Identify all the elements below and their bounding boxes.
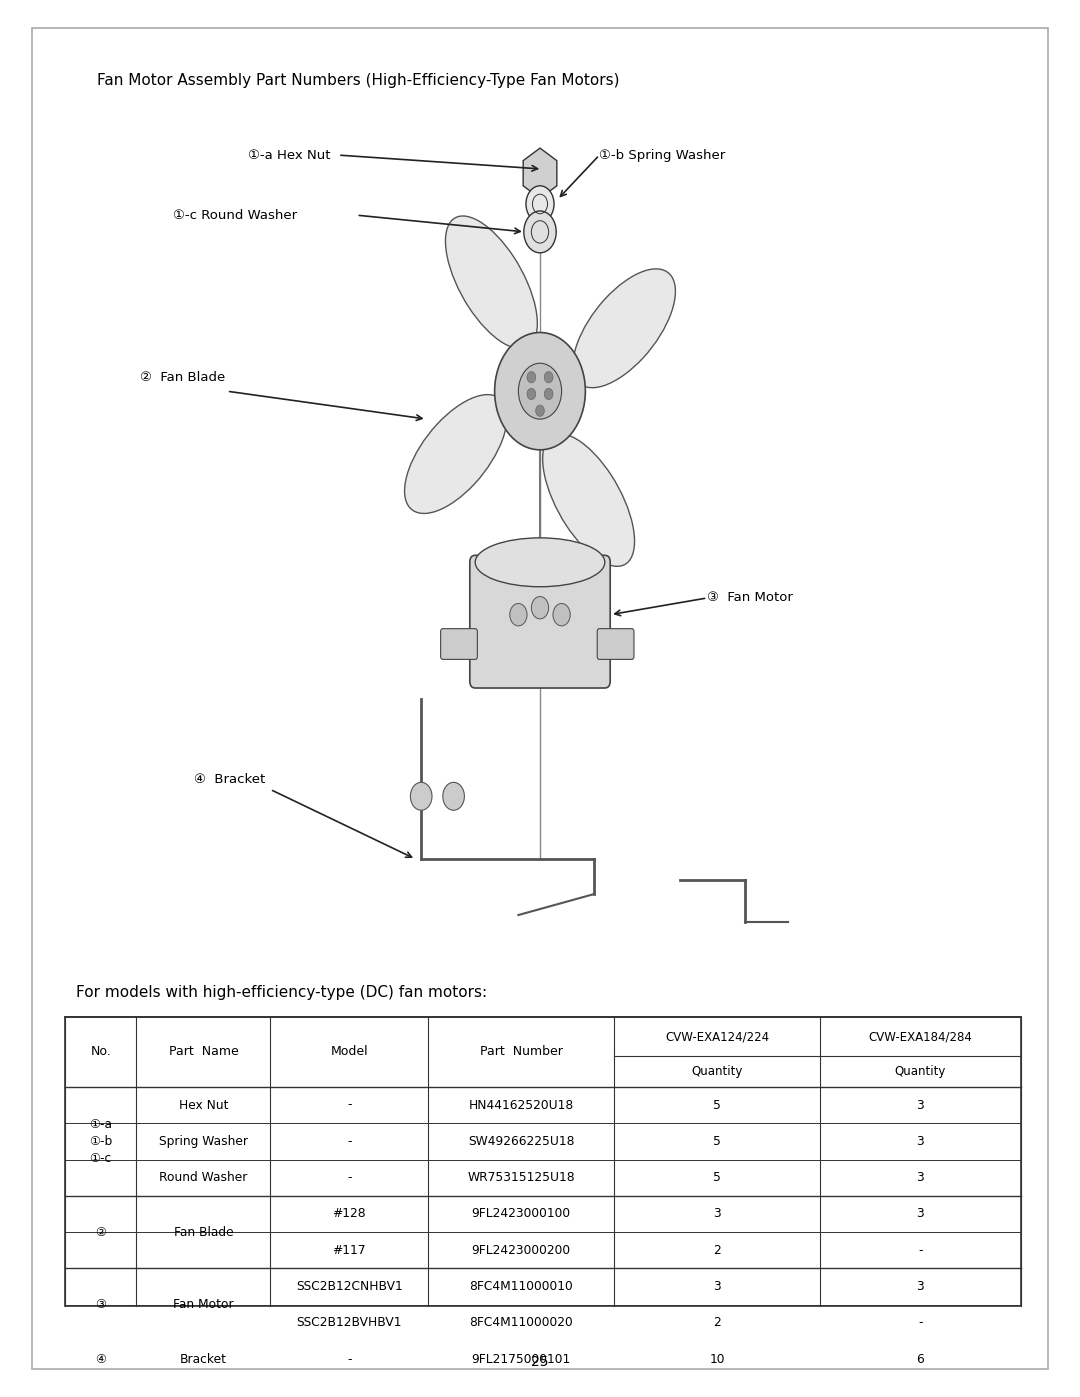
Text: 3: 3 <box>916 1171 924 1185</box>
Text: Model: Model <box>330 1045 368 1059</box>
Text: ①-a
①-b
①-c: ①-a ①-b ①-c <box>89 1118 112 1165</box>
Text: Quantity: Quantity <box>894 1065 946 1078</box>
Circle shape <box>524 211 556 253</box>
Text: WR75315125U18: WR75315125U18 <box>468 1171 575 1185</box>
Text: ①-a Hex Nut: ①-a Hex Nut <box>248 148 330 162</box>
Text: ④: ④ <box>95 1352 106 1366</box>
Text: ②  Fan Blade: ② Fan Blade <box>140 370 226 384</box>
Ellipse shape <box>445 217 538 349</box>
Text: ④  Bracket: ④ Bracket <box>194 773 266 787</box>
Text: SSC2B12BVHBV1: SSC2B12BVHBV1 <box>296 1316 402 1330</box>
Circle shape <box>510 604 527 626</box>
Text: #117: #117 <box>333 1243 366 1257</box>
Text: Round Washer: Round Washer <box>159 1171 247 1185</box>
Text: 3: 3 <box>916 1280 924 1294</box>
Text: Quantity: Quantity <box>691 1065 743 1078</box>
Text: 3: 3 <box>713 1207 721 1221</box>
Text: No.: No. <box>91 1045 111 1059</box>
Text: 3: 3 <box>916 1134 924 1148</box>
Text: 5: 5 <box>713 1134 721 1148</box>
Text: -: - <box>918 1243 922 1257</box>
Text: -: - <box>347 1171 351 1185</box>
Text: 5: 5 <box>713 1098 721 1112</box>
Circle shape <box>536 405 544 416</box>
Text: Part  Number: Part Number <box>480 1045 563 1059</box>
Text: CVW-EXA184/284: CVW-EXA184/284 <box>868 1030 972 1044</box>
Text: ③: ③ <box>95 1298 106 1312</box>
Ellipse shape <box>572 268 675 388</box>
Ellipse shape <box>405 394 508 514</box>
Text: -: - <box>347 1352 351 1366</box>
Text: #128: #128 <box>333 1207 366 1221</box>
Text: 9FL2175000101: 9FL2175000101 <box>472 1352 571 1366</box>
Text: Fan Motor Assembly Part Numbers (High-Efficiency-Type Fan Motors): Fan Motor Assembly Part Numbers (High-Ef… <box>97 73 620 88</box>
Text: 9FL2423000100: 9FL2423000100 <box>472 1207 570 1221</box>
Circle shape <box>526 186 554 222</box>
Text: 3: 3 <box>713 1280 721 1294</box>
FancyBboxPatch shape <box>441 629 477 659</box>
Ellipse shape <box>542 433 635 566</box>
Text: 9FL2423000200: 9FL2423000200 <box>472 1243 570 1257</box>
Circle shape <box>495 332 585 450</box>
Circle shape <box>518 363 562 419</box>
Text: CVW-EXA124/224: CVW-EXA124/224 <box>665 1030 769 1044</box>
Text: HN44162520U18: HN44162520U18 <box>469 1098 573 1112</box>
Circle shape <box>410 782 432 810</box>
Text: 6: 6 <box>916 1352 924 1366</box>
Text: Hex Nut: Hex Nut <box>178 1098 228 1112</box>
Circle shape <box>553 604 570 626</box>
Circle shape <box>544 372 553 383</box>
Text: 3: 3 <box>916 1098 924 1112</box>
Polygon shape <box>523 148 557 198</box>
Bar <box>65 1017 1021 1306</box>
Circle shape <box>443 782 464 810</box>
Text: 8FC4M11000010: 8FC4M11000010 <box>470 1280 573 1294</box>
Text: 10: 10 <box>710 1352 725 1366</box>
Text: Fan Blade: Fan Blade <box>174 1225 233 1239</box>
Text: Spring Washer: Spring Washer <box>159 1134 248 1148</box>
Text: 2: 2 <box>713 1243 721 1257</box>
Circle shape <box>527 372 536 383</box>
Text: -: - <box>347 1098 351 1112</box>
Text: Bracket: Bracket <box>180 1352 227 1366</box>
Text: SW49266225U18: SW49266225U18 <box>468 1134 575 1148</box>
Text: For models with high-efficiency-type (DC) fan motors:: For models with high-efficiency-type (DC… <box>76 985 487 1000</box>
Text: Part  Name: Part Name <box>168 1045 239 1059</box>
Text: 5: 5 <box>713 1171 721 1185</box>
Text: 8FC4M11000020: 8FC4M11000020 <box>470 1316 573 1330</box>
Text: ③  Fan Motor: ③ Fan Motor <box>707 591 794 605</box>
Circle shape <box>544 388 553 400</box>
Circle shape <box>527 388 536 400</box>
Text: SSC2B12CNHBV1: SSC2B12CNHBV1 <box>296 1280 403 1294</box>
Ellipse shape <box>475 538 605 587</box>
Text: ①-c Round Washer: ①-c Round Washer <box>173 208 297 222</box>
Circle shape <box>531 597 549 619</box>
FancyBboxPatch shape <box>470 556 610 687</box>
Text: -: - <box>918 1316 922 1330</box>
Text: -: - <box>347 1134 351 1148</box>
Text: ①-b Spring Washer: ①-b Spring Washer <box>599 148 726 162</box>
Text: ②: ② <box>95 1225 106 1239</box>
FancyBboxPatch shape <box>597 629 634 659</box>
Text: 2: 2 <box>713 1316 721 1330</box>
Text: 3: 3 <box>916 1207 924 1221</box>
Text: Fan Motor: Fan Motor <box>173 1298 233 1312</box>
Text: 25: 25 <box>531 1355 549 1369</box>
